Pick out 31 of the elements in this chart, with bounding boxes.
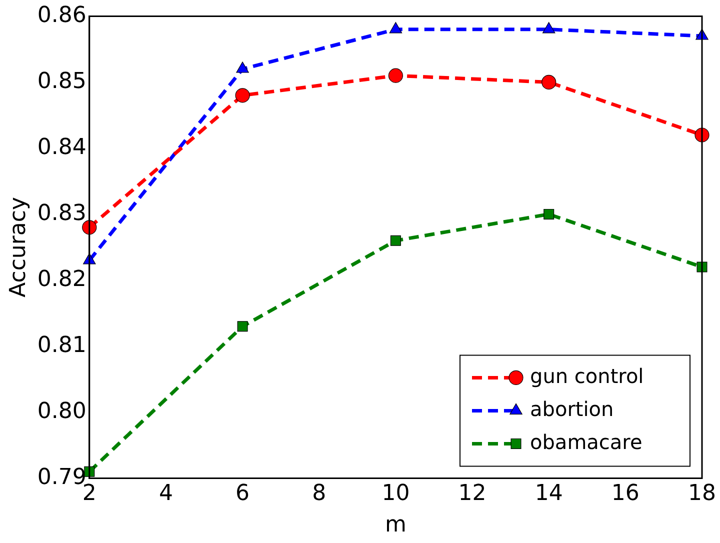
x-tick-label: 4 (158, 481, 173, 506)
point (696, 262, 708, 272)
y-tick-label: 0.85 (37, 68, 86, 94)
point (237, 321, 248, 332)
y-tick-label: 0.86 (37, 2, 86, 28)
point (542, 74, 556, 90)
y-tick-label: 0.80 (37, 398, 86, 424)
y-tick-label: 0.83 (37, 200, 86, 226)
x-tick-label: 2 (82, 481, 96, 506)
legend-label: obamacare (530, 430, 642, 454)
point (542, 22, 556, 34)
point (236, 62, 249, 73)
x-tick-label: 10 (382, 481, 410, 506)
point (389, 22, 402, 34)
y-axis-title: Accuracy (6, 196, 31, 298)
point (390, 235, 401, 246)
point (235, 88, 250, 103)
y-tick-label: 0.84 (37, 134, 86, 160)
x-tick-label: 6 (236, 481, 250, 506)
x-tick-label: 18 (688, 481, 716, 506)
y-tick-label: 0.82 (37, 266, 86, 292)
point (388, 68, 403, 83)
x-tick-label: 12 (458, 481, 486, 506)
x-tick-label: 14 (534, 481, 563, 506)
x-tick-label: 16 (611, 481, 640, 506)
x-axis-title: m (384, 512, 406, 538)
legend-label: abortion (530, 396, 614, 421)
legend-label: gun control (530, 364, 644, 388)
point (544, 208, 554, 220)
x-tick-label: 8 (312, 481, 326, 506)
y-tick-label: 0.81 (37, 332, 86, 358)
